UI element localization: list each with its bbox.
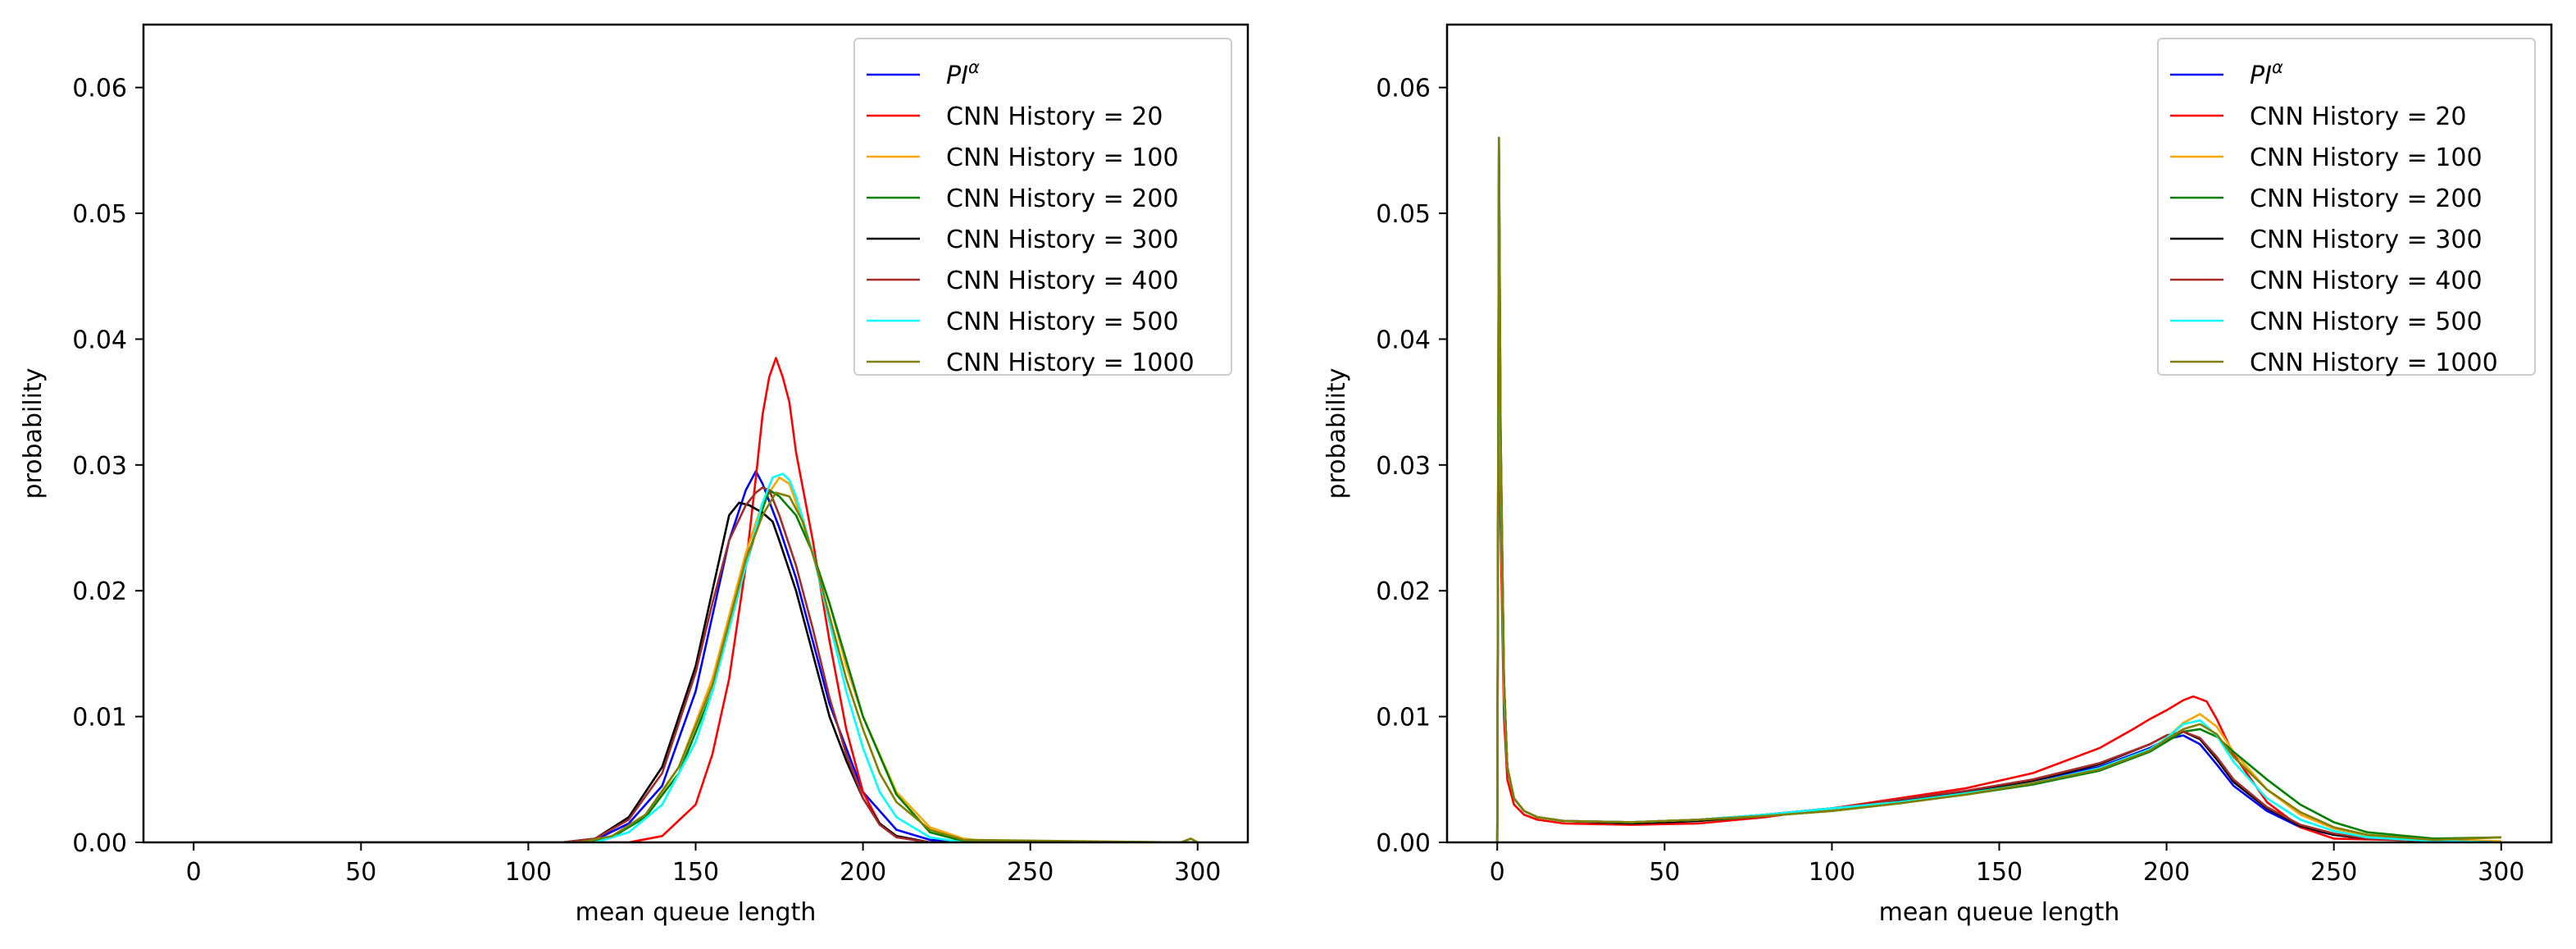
legend-label-6: CNN History = 400 <box>946 267 1179 295</box>
series-line-8 <box>193 491 1199 842</box>
y-axis-label: probability <box>1322 367 1351 499</box>
legend-label-2: CNN History = 20 <box>2250 103 2466 131</box>
y-tick-label: 0.03 <box>72 452 127 481</box>
legend: PIα CNN History = 20 CNN History = 100 CNN … <box>2157 38 2536 377</box>
legend-label-1: PIα <box>946 57 980 90</box>
x-tick-label: 50 <box>1649 858 1680 887</box>
y-tick-label: 0.01 <box>72 704 127 732</box>
x-axis-label: mean queue length <box>576 898 817 927</box>
y-tick-label: 0.03 <box>1376 452 1431 481</box>
x-tick-label: 200 <box>840 858 886 887</box>
x-tick-label: 150 <box>672 858 719 887</box>
legend-label-1: PIα <box>2250 57 2283 90</box>
y-tick-label: 0.00 <box>1376 829 1431 858</box>
y-tick-label: 0.04 <box>1376 326 1431 354</box>
y-tick-label: 0.05 <box>72 200 127 229</box>
y-tick-label: 0.05 <box>1376 200 1431 229</box>
x-tick-label: 50 <box>345 858 376 887</box>
legend-label-3: CNN History = 100 <box>946 144 1179 172</box>
series-line-7 <box>193 472 1198 842</box>
x-tick-label: 300 <box>2478 858 2524 887</box>
legend-label-5: CNN History = 300 <box>946 226 1179 254</box>
legend-label-4: CNN History = 200 <box>946 185 1179 213</box>
series-line-8 <box>1495 136 2501 842</box>
legend-label-2: CNN History = 20 <box>946 103 1163 131</box>
series-line-1 <box>193 470 1198 842</box>
series-line-6 <box>193 486 1198 842</box>
x-tick-label: 200 <box>2143 858 2190 887</box>
chart-panel-1: 0 50 100 150 200 250 300 0.00 0.01 0.02 0.03 0.04 0.… <box>19 23 1249 927</box>
legend-label-8: CNN History = 1000 <box>946 349 1195 377</box>
chart-panel-2: 0 50 100 150 200 250 300 0.00 0.01 0.02 0.03 0.04 0.… <box>1322 23 2553 927</box>
legend-label-7: CNN History = 500 <box>946 308 1179 336</box>
y-tick-label: 0.04 <box>72 326 127 354</box>
series-line-2 <box>1495 275 2501 842</box>
x-tick-label: 100 <box>1809 858 1855 887</box>
y-tick-label: 0.01 <box>1376 704 1431 732</box>
series-lines <box>193 357 1199 842</box>
legend-box <box>853 38 1232 376</box>
x-tick-label: 0 <box>186 858 202 887</box>
y-tick-label: 0.02 <box>72 577 127 606</box>
legend-label-3: CNN History = 100 <box>2250 144 2483 172</box>
x-tick-label: 250 <box>1007 858 1054 887</box>
x-tick-label: 300 <box>1174 858 1221 887</box>
legend-label-7: CNN History = 500 <box>2250 308 2483 336</box>
series-line-2 <box>193 357 1198 842</box>
y-axis-label: probability <box>19 367 48 499</box>
x-tick-label: 100 <box>505 858 552 887</box>
legend-label-4: CNN History = 200 <box>2250 185 2483 213</box>
series-lines <box>1495 136 2501 842</box>
y-tick-label: 0.06 <box>72 75 127 103</box>
x-tick-label: 0 <box>1490 858 1505 887</box>
legend: PIα CNN History = 20 CNN History = 100 CNN … <box>853 38 1232 377</box>
legend-label-5: CNN History = 300 <box>2250 226 2483 254</box>
x-tick-label: 250 <box>2310 858 2357 887</box>
y-tick-label: 0.02 <box>1376 577 1431 606</box>
y-tick-label: 0.06 <box>1376 75 1431 103</box>
y-tick-label: 0.00 <box>72 829 127 858</box>
legend-label-8: CNN History = 1000 <box>2250 349 2498 377</box>
series-line-4 <box>193 489 1198 842</box>
x-tick-label: 150 <box>1976 858 2023 887</box>
legend-box <box>2157 38 2536 376</box>
x-axis-label: mean queue length <box>1879 898 2120 927</box>
legend-label-6: CNN History = 400 <box>2250 267 2483 295</box>
